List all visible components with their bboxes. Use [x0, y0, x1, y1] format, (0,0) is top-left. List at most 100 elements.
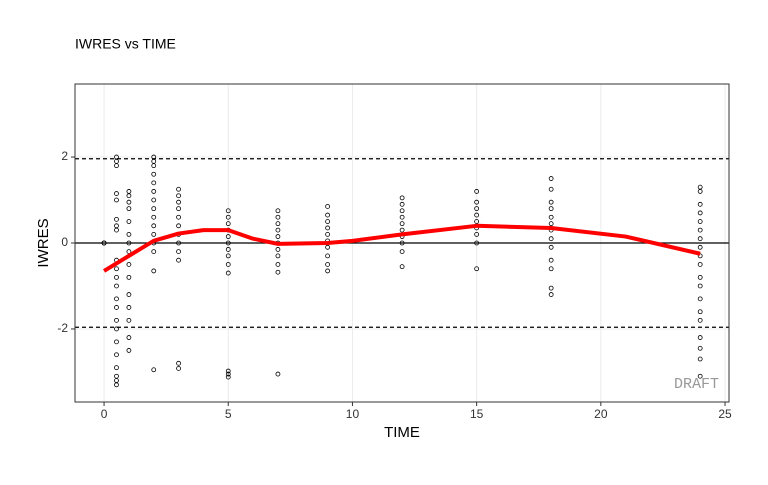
x-tick-label: 20 [594, 407, 608, 421]
point [225, 208, 231, 214]
point [151, 180, 157, 186]
y-axis-label: IWRES [35, 218, 52, 267]
smooth-line [103, 223, 701, 273]
point [697, 317, 703, 323]
point [697, 219, 703, 224]
point [176, 366, 181, 371]
point [114, 197, 119, 203]
point [114, 216, 119, 222]
point [474, 199, 480, 205]
point [697, 262, 703, 267]
point [114, 158, 119, 164]
point [176, 223, 181, 229]
point [114, 305, 119, 310]
point [151, 249, 157, 254]
point [325, 268, 331, 274]
point [548, 221, 554, 227]
point [474, 189, 480, 194]
point [151, 367, 157, 373]
point [697, 345, 703, 351]
point [697, 236, 703, 242]
point [548, 199, 554, 205]
point [114, 317, 119, 323]
point [114, 191, 119, 196]
point [225, 214, 231, 220]
point [114, 223, 119, 229]
point [548, 236, 554, 242]
point [126, 219, 132, 224]
point [275, 253, 281, 259]
point [697, 296, 703, 302]
point [151, 189, 157, 194]
y-tick-label: 2 [61, 149, 68, 163]
x-tick-label: 15 [470, 407, 484, 421]
point [176, 199, 181, 205]
point [225, 247, 231, 252]
point [225, 234, 231, 239]
point [697, 189, 703, 194]
point [548, 257, 554, 263]
point [126, 274, 132, 280]
point [697, 227, 703, 233]
point [275, 214, 281, 220]
point [176, 360, 181, 366]
point [548, 206, 554, 212]
y-tick-label: -2 [57, 321, 68, 335]
point [325, 253, 331, 259]
point [548, 266, 554, 272]
x-tick-label: 10 [346, 407, 360, 421]
point [114, 326, 119, 332]
point [151, 214, 157, 220]
watermark: DRAFT [674, 376, 719, 393]
point [176, 214, 181, 220]
point [697, 210, 703, 216]
point [151, 206, 157, 212]
point [697, 244, 703, 250]
point [101, 240, 107, 246]
point [176, 240, 181, 246]
point [176, 186, 181, 192]
point [225, 270, 231, 276]
point [697, 373, 703, 379]
point [114, 339, 119, 345]
point [399, 201, 405, 207]
point [151, 223, 157, 229]
point [225, 371, 231, 377]
point [114, 378, 119, 383]
point [325, 232, 331, 237]
point [126, 335, 132, 340]
point [126, 189, 132, 194]
point [474, 240, 480, 246]
point [176, 206, 181, 212]
point [474, 206, 480, 212]
point [474, 212, 480, 218]
point [225, 368, 231, 374]
point [399, 227, 405, 233]
point [126, 348, 132, 353]
point [399, 264, 405, 270]
x-axis-label: TIME [384, 424, 420, 441]
point [126, 262, 132, 267]
point [697, 201, 703, 207]
point [548, 285, 554, 291]
point [176, 257, 181, 263]
point [697, 335, 703, 340]
point [114, 382, 119, 388]
point [325, 204, 331, 209]
x-tick-label: 5 [225, 407, 232, 421]
point [548, 214, 554, 220]
point [126, 232, 132, 237]
point [325, 225, 331, 231]
point [697, 274, 703, 280]
point [151, 163, 157, 169]
point [325, 219, 331, 224]
point [399, 195, 405, 201]
point [697, 253, 703, 259]
point [126, 292, 132, 297]
point [275, 269, 281, 275]
point [151, 171, 157, 177]
point [126, 193, 132, 199]
point [697, 309, 703, 315]
point [275, 262, 281, 267]
